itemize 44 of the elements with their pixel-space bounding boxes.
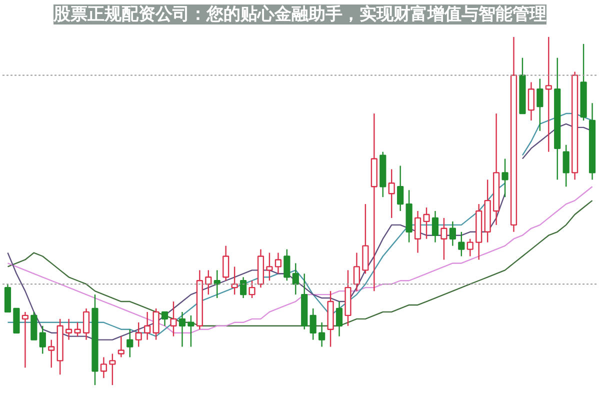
candlestick [170, 300, 177, 337]
candlestick [178, 311, 186, 348]
candlestick [74, 322, 81, 337]
candlestick [188, 314, 194, 348]
candlestick [449, 220, 456, 246]
candlestick [562, 144, 570, 188]
candlestick [274, 252, 282, 274]
candlestick [466, 238, 474, 257]
candlestick [528, 82, 534, 122]
candlestick [458, 231, 465, 257]
candlestick [397, 165, 404, 212]
candlestick [545, 36, 552, 152]
candlestick [423, 206, 430, 240]
candlestick [48, 339, 55, 368]
candlestick [536, 78, 544, 132]
candlestick [22, 311, 28, 368]
candlestick [440, 217, 448, 260]
candlestick [205, 270, 212, 296]
candlestick [135, 322, 142, 348]
candlestick [109, 353, 116, 386]
candlestick [266, 252, 273, 282]
candlestick [432, 210, 439, 243]
candlestick [100, 356, 108, 379]
candlestick [336, 300, 343, 337]
candlestick [318, 322, 326, 348]
candlestick [353, 252, 360, 292]
candlestick [240, 276, 247, 299]
candlestick [39, 325, 46, 354]
candlestick [161, 311, 168, 326]
candlestick [284, 248, 290, 282]
candlestick [414, 210, 422, 254]
candlestick [152, 308, 160, 340]
candlestick [248, 280, 256, 299]
candlestick [82, 308, 90, 340]
candlestick [502, 158, 508, 198]
candlestick [222, 245, 230, 282]
candlestick [126, 328, 134, 358]
candlestick [310, 308, 316, 340]
candlestick [292, 262, 299, 296]
chart-title: 股票正规配资公司：您的贴心金融助手，实现财富增值与智能管理 [52, 4, 546, 24]
candlestick [144, 311, 151, 340]
candlestick [388, 168, 395, 219]
candlestick [66, 318, 72, 340]
candlestick [118, 336, 124, 358]
